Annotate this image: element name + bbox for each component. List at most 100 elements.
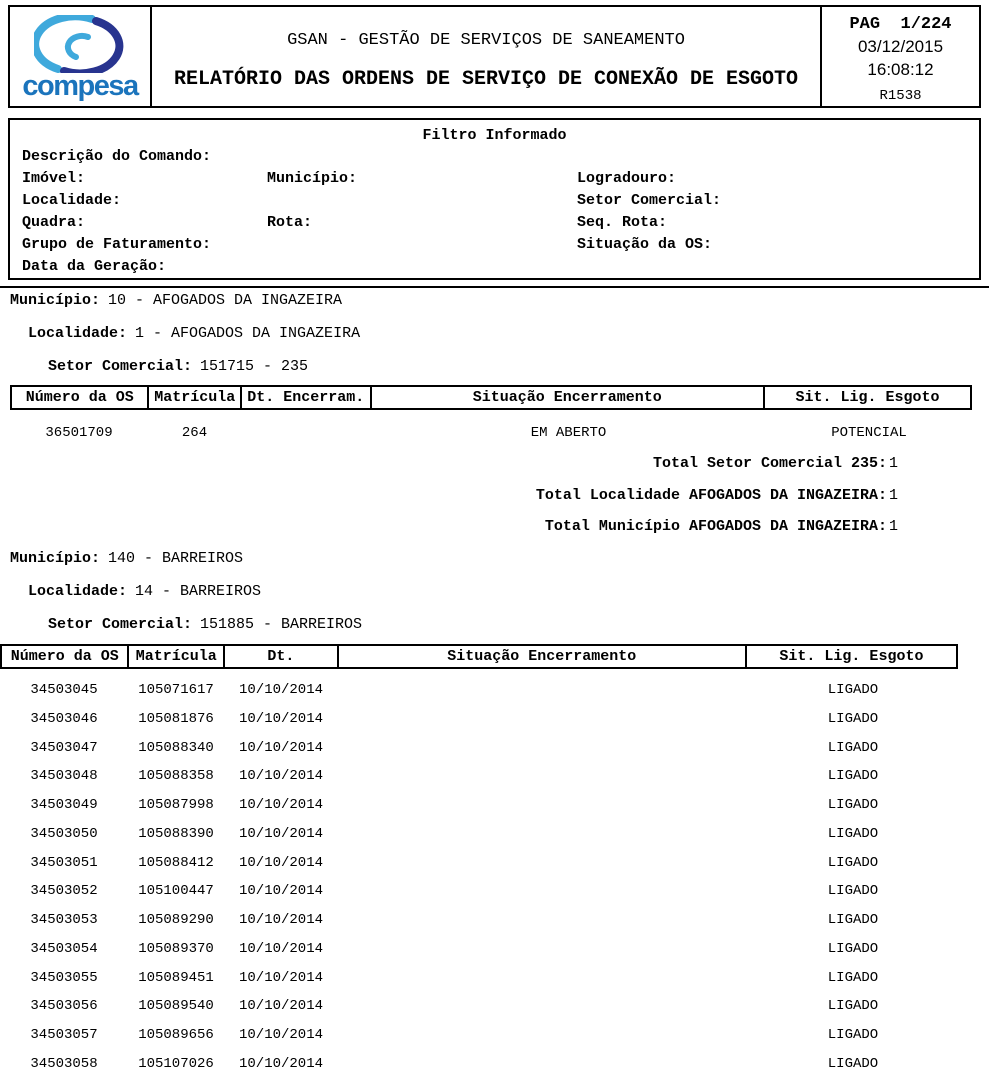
table-cell: 105089656 — [138, 1027, 214, 1043]
table-cell: 10/10/2014 — [238, 940, 323, 957]
column-header: Número da OS — [2, 646, 130, 667]
localidade-label: Localidade: — [28, 325, 128, 342]
localidade-line: Localidade: 14 - BARREIROS — [0, 575, 989, 608]
table-row: 34503045 105071617 10/10/2014 LIGADO — [0, 676, 958, 705]
municipio-line: Município: 140 - BARREIROS — [0, 542, 989, 575]
municipio-label: Município: — [10, 292, 101, 309]
filter-label-logradouro: Logradouro: — [577, 170, 677, 187]
table-cell: 105089370 — [138, 940, 214, 957]
filter-row: Imóvel: Município: Logradouro: — [10, 168, 979, 190]
table-cell — [338, 849, 748, 878]
setor-label: Setor Comercial: — [48, 616, 193, 633]
table-cell: 10/10/2014 — [238, 969, 323, 986]
filter-panel: Filtro Informado Descrição do Comando: I… — [8, 118, 981, 280]
table-row: 34503058 105107026 10/10/2014 LIGADO — [0, 1050, 958, 1079]
filter-row: Descrição do Comando: — [10, 146, 979, 168]
table-cell: LIGADO — [827, 682, 879, 698]
table-cell — [338, 1021, 748, 1050]
filter-label-rota: Rota: — [267, 214, 313, 231]
table-cell: 34503052 — [30, 883, 98, 900]
total-value: 1 — [888, 518, 898, 535]
table-cell — [338, 906, 748, 935]
municipio-value: 10 - AFOGADOS DA INGAZEIRA — [108, 292, 343, 309]
table-row: 34503051 105088412 10/10/2014 LIGADO — [0, 849, 958, 878]
report-code: R1538 — [879, 88, 922, 104]
column-header: Matrícula — [149, 387, 243, 408]
section-afogados-heading: Município: 10 - AFOGADOS DA INGAZEIRA Loc… — [0, 284, 989, 383]
table-cell: 36501709 — [45, 425, 113, 441]
filter-label-localidade: Localidade: — [22, 192, 122, 209]
table-row: 34503056 105089540 10/10/2014 LIGADO — [0, 992, 958, 1021]
total-value: 1 — [888, 486, 898, 504]
table-cell: 34503057 — [30, 1027, 98, 1043]
table-cell: 34503048 — [30, 768, 98, 785]
table-cell: 105088412 — [138, 854, 214, 871]
table-cell: 105081876 — [138, 710, 214, 727]
table-cell: LIGADO — [827, 1027, 879, 1043]
table-cell: 10/10/2014 — [238, 1027, 323, 1043]
filter-label-descricao-comando: Descrição do Comando: — [22, 148, 212, 165]
table-cell: 105088340 — [138, 739, 214, 756]
table-row: 34503052 105100447 10/10/2014 LIGADO — [0, 877, 958, 906]
logo-wordmark: compesa — [22, 70, 139, 102]
table-row: 36501709 264 EM ABERTO POTENCIAL — [10, 420, 972, 446]
total-line: Total Localidade AFOGADOS DA INGAZEIRA: 1 — [0, 480, 898, 512]
table-cell: 34503055 — [30, 969, 98, 986]
table-cell: 10/10/2014 — [238, 739, 323, 756]
municipio-value: 140 - BARREIROS — [108, 550, 244, 567]
table-row: 34503057 105089656 10/10/2014 LIGADO — [0, 1021, 958, 1050]
filter-label-grupo-faturamento: Grupo de Faturamento: — [22, 236, 212, 253]
column-header: Sit. Lig. Esgoto — [779, 648, 924, 665]
report-title: GSAN - GESTÃO DE SERVIÇOS DE SANEAMENTO … — [152, 7, 820, 106]
table-cell: 105071617 — [138, 682, 214, 698]
table-cell: 105089540 — [138, 998, 214, 1015]
filter-label-quadra: Quadra: — [22, 214, 86, 231]
table-cell: 34503058 — [30, 1055, 98, 1072]
page-number: PAG 1/224 — [849, 15, 952, 34]
section-totals: Total Setor Comercial 235: 1 Total Localid… — [0, 448, 898, 543]
compesa-swirl-icon — [34, 15, 124, 73]
localidade-value: 14 - BARREIROS — [135, 583, 262, 600]
setor-value: 151885 - BARREIROS — [200, 616, 363, 633]
filter-label-situacao-os: Situação da OS: — [577, 236, 713, 253]
table-cell: 105088390 — [138, 825, 214, 842]
setor-line: Setor Comercial: 151885 - BARREIROS — [0, 608, 989, 641]
filter-label-municipio: Município: — [267, 170, 358, 187]
table-cell: 10/10/2014 — [238, 825, 323, 842]
table-cell: 10/10/2014 — [238, 998, 323, 1015]
table-cell: 105089290 — [138, 912, 214, 928]
table-cell: 34503049 — [30, 797, 98, 813]
table-cell: LIGADO — [827, 768, 879, 785]
table-cell: LIGADO — [827, 854, 879, 871]
column-header: Situação Encerramento — [372, 387, 765, 408]
localidade-line: Localidade: 1 - AFOGADOS DA INGAZEIRA — [0, 317, 989, 350]
table-cell — [338, 992, 748, 1021]
table-cell: 10/10/2014 — [238, 710, 323, 727]
table-cell: 34503054 — [30, 940, 98, 957]
table-row: 34503047 105088340 10/10/2014 LIGADO — [0, 734, 958, 763]
table-cell — [338, 705, 748, 734]
filter-row: Data da Geração: — [10, 256, 979, 278]
table-cell — [338, 734, 748, 763]
table-cell — [338, 964, 748, 993]
table-row: 34503055 105089451 10/10/2014 LIGADO — [0, 964, 958, 993]
page-title: RELATÓRIO DAS ORDENS DE SERVIÇO DE CONEX… — [173, 68, 799, 91]
table-cell: 105107026 — [138, 1055, 214, 1072]
filter-row: Localidade: Setor Comercial: — [10, 190, 979, 212]
filter-title: Filtro Informado — [422, 127, 567, 144]
table-cell: 34503046 — [30, 710, 98, 727]
total-label: Total Localidade AFOGADOS DA INGAZEIRA: — [535, 486, 887, 504]
table-cell — [338, 1050, 748, 1079]
table-cell: LIGADO — [827, 912, 879, 928]
company-logo: compesa — [10, 7, 152, 106]
column-header: Situação Encerramento — [339, 646, 747, 667]
table-cell: POTENCIAL — [831, 425, 907, 441]
table-cell: LIGADO — [827, 998, 879, 1015]
table-cell: LIGADO — [827, 1055, 879, 1072]
table-cell: LIGADO — [827, 710, 879, 727]
page-info: PAG 1/224 03/12/2015 16:08:12 R1538 — [820, 7, 979, 106]
total-value: 1 — [888, 455, 898, 472]
table-cell: 34503053 — [30, 912, 98, 928]
table-cell: 34503051 — [30, 854, 98, 871]
